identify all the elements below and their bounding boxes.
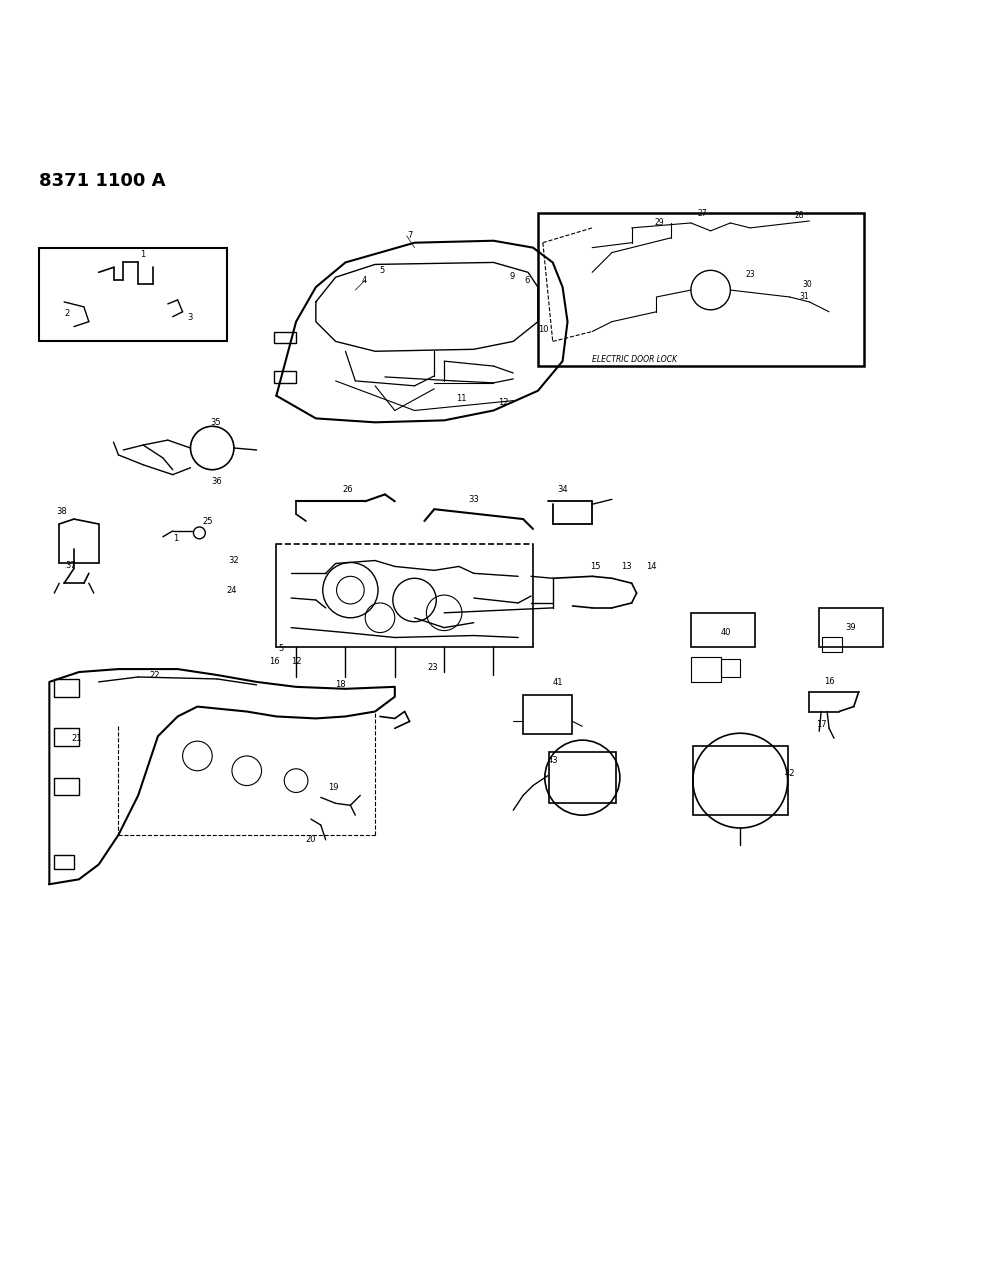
Bar bbox=[720, 659, 740, 677]
Text: 16: 16 bbox=[269, 657, 279, 666]
Text: 41: 41 bbox=[552, 678, 562, 687]
Text: 17: 17 bbox=[815, 720, 825, 729]
Bar bbox=[54, 680, 79, 696]
Text: 37: 37 bbox=[66, 561, 76, 570]
Text: 10: 10 bbox=[537, 325, 547, 334]
Text: 9: 9 bbox=[509, 272, 515, 280]
Bar bbox=[39, 247, 227, 342]
Text: ELECTRIC DOOR LOCK: ELECTRIC DOOR LOCK bbox=[592, 354, 676, 363]
Text: 1: 1 bbox=[140, 250, 146, 259]
Bar bbox=[537, 213, 863, 366]
Bar bbox=[548, 752, 615, 803]
Text: 34: 34 bbox=[557, 484, 567, 493]
Bar bbox=[54, 854, 74, 870]
Text: 11: 11 bbox=[456, 394, 465, 403]
Text: 6: 6 bbox=[524, 275, 529, 284]
Text: 31: 31 bbox=[799, 292, 809, 301]
Text: 4: 4 bbox=[361, 275, 367, 284]
Text: 43: 43 bbox=[547, 756, 557, 765]
Text: 24: 24 bbox=[227, 585, 237, 594]
Text: 18: 18 bbox=[335, 681, 345, 690]
Bar bbox=[274, 332, 296, 343]
Text: 1: 1 bbox=[173, 534, 178, 543]
Bar bbox=[692, 746, 787, 815]
Text: 42: 42 bbox=[784, 769, 794, 778]
Text: 38: 38 bbox=[56, 506, 66, 515]
Text: 12: 12 bbox=[498, 398, 508, 407]
Bar bbox=[690, 657, 720, 682]
Bar bbox=[523, 695, 572, 734]
Bar bbox=[821, 638, 841, 653]
Text: 40: 40 bbox=[720, 629, 730, 638]
Bar bbox=[690, 613, 754, 648]
Text: 36: 36 bbox=[212, 477, 222, 486]
Bar bbox=[54, 778, 79, 796]
Text: 3: 3 bbox=[186, 314, 192, 323]
Bar bbox=[818, 608, 882, 648]
Text: 21: 21 bbox=[72, 733, 82, 742]
Text: 29: 29 bbox=[654, 218, 664, 227]
Text: 5: 5 bbox=[379, 265, 385, 275]
Text: 26: 26 bbox=[342, 484, 352, 493]
Text: 20: 20 bbox=[306, 835, 316, 844]
Text: 15: 15 bbox=[590, 562, 599, 571]
Bar bbox=[54, 728, 79, 746]
Text: 33: 33 bbox=[468, 495, 478, 504]
Text: 19: 19 bbox=[328, 783, 338, 792]
Text: 25: 25 bbox=[202, 516, 212, 525]
Text: 28: 28 bbox=[794, 210, 804, 219]
Text: 2: 2 bbox=[64, 310, 70, 319]
Text: 13: 13 bbox=[621, 562, 631, 571]
Text: 32: 32 bbox=[229, 556, 239, 565]
Text: 12: 12 bbox=[291, 657, 301, 666]
Text: 30: 30 bbox=[802, 279, 811, 288]
Text: 14: 14 bbox=[646, 562, 656, 571]
Text: 5: 5 bbox=[278, 644, 284, 653]
Text: 39: 39 bbox=[845, 623, 855, 632]
Text: 22: 22 bbox=[150, 671, 160, 680]
Text: 7: 7 bbox=[406, 231, 412, 240]
Text: 8371 1100 A: 8371 1100 A bbox=[39, 172, 166, 190]
Text: 23: 23 bbox=[427, 663, 437, 672]
Text: 27: 27 bbox=[697, 209, 707, 218]
Text: 23: 23 bbox=[744, 270, 754, 279]
Text: 16: 16 bbox=[823, 677, 833, 686]
Bar bbox=[274, 371, 296, 382]
Text: 35: 35 bbox=[210, 418, 220, 427]
